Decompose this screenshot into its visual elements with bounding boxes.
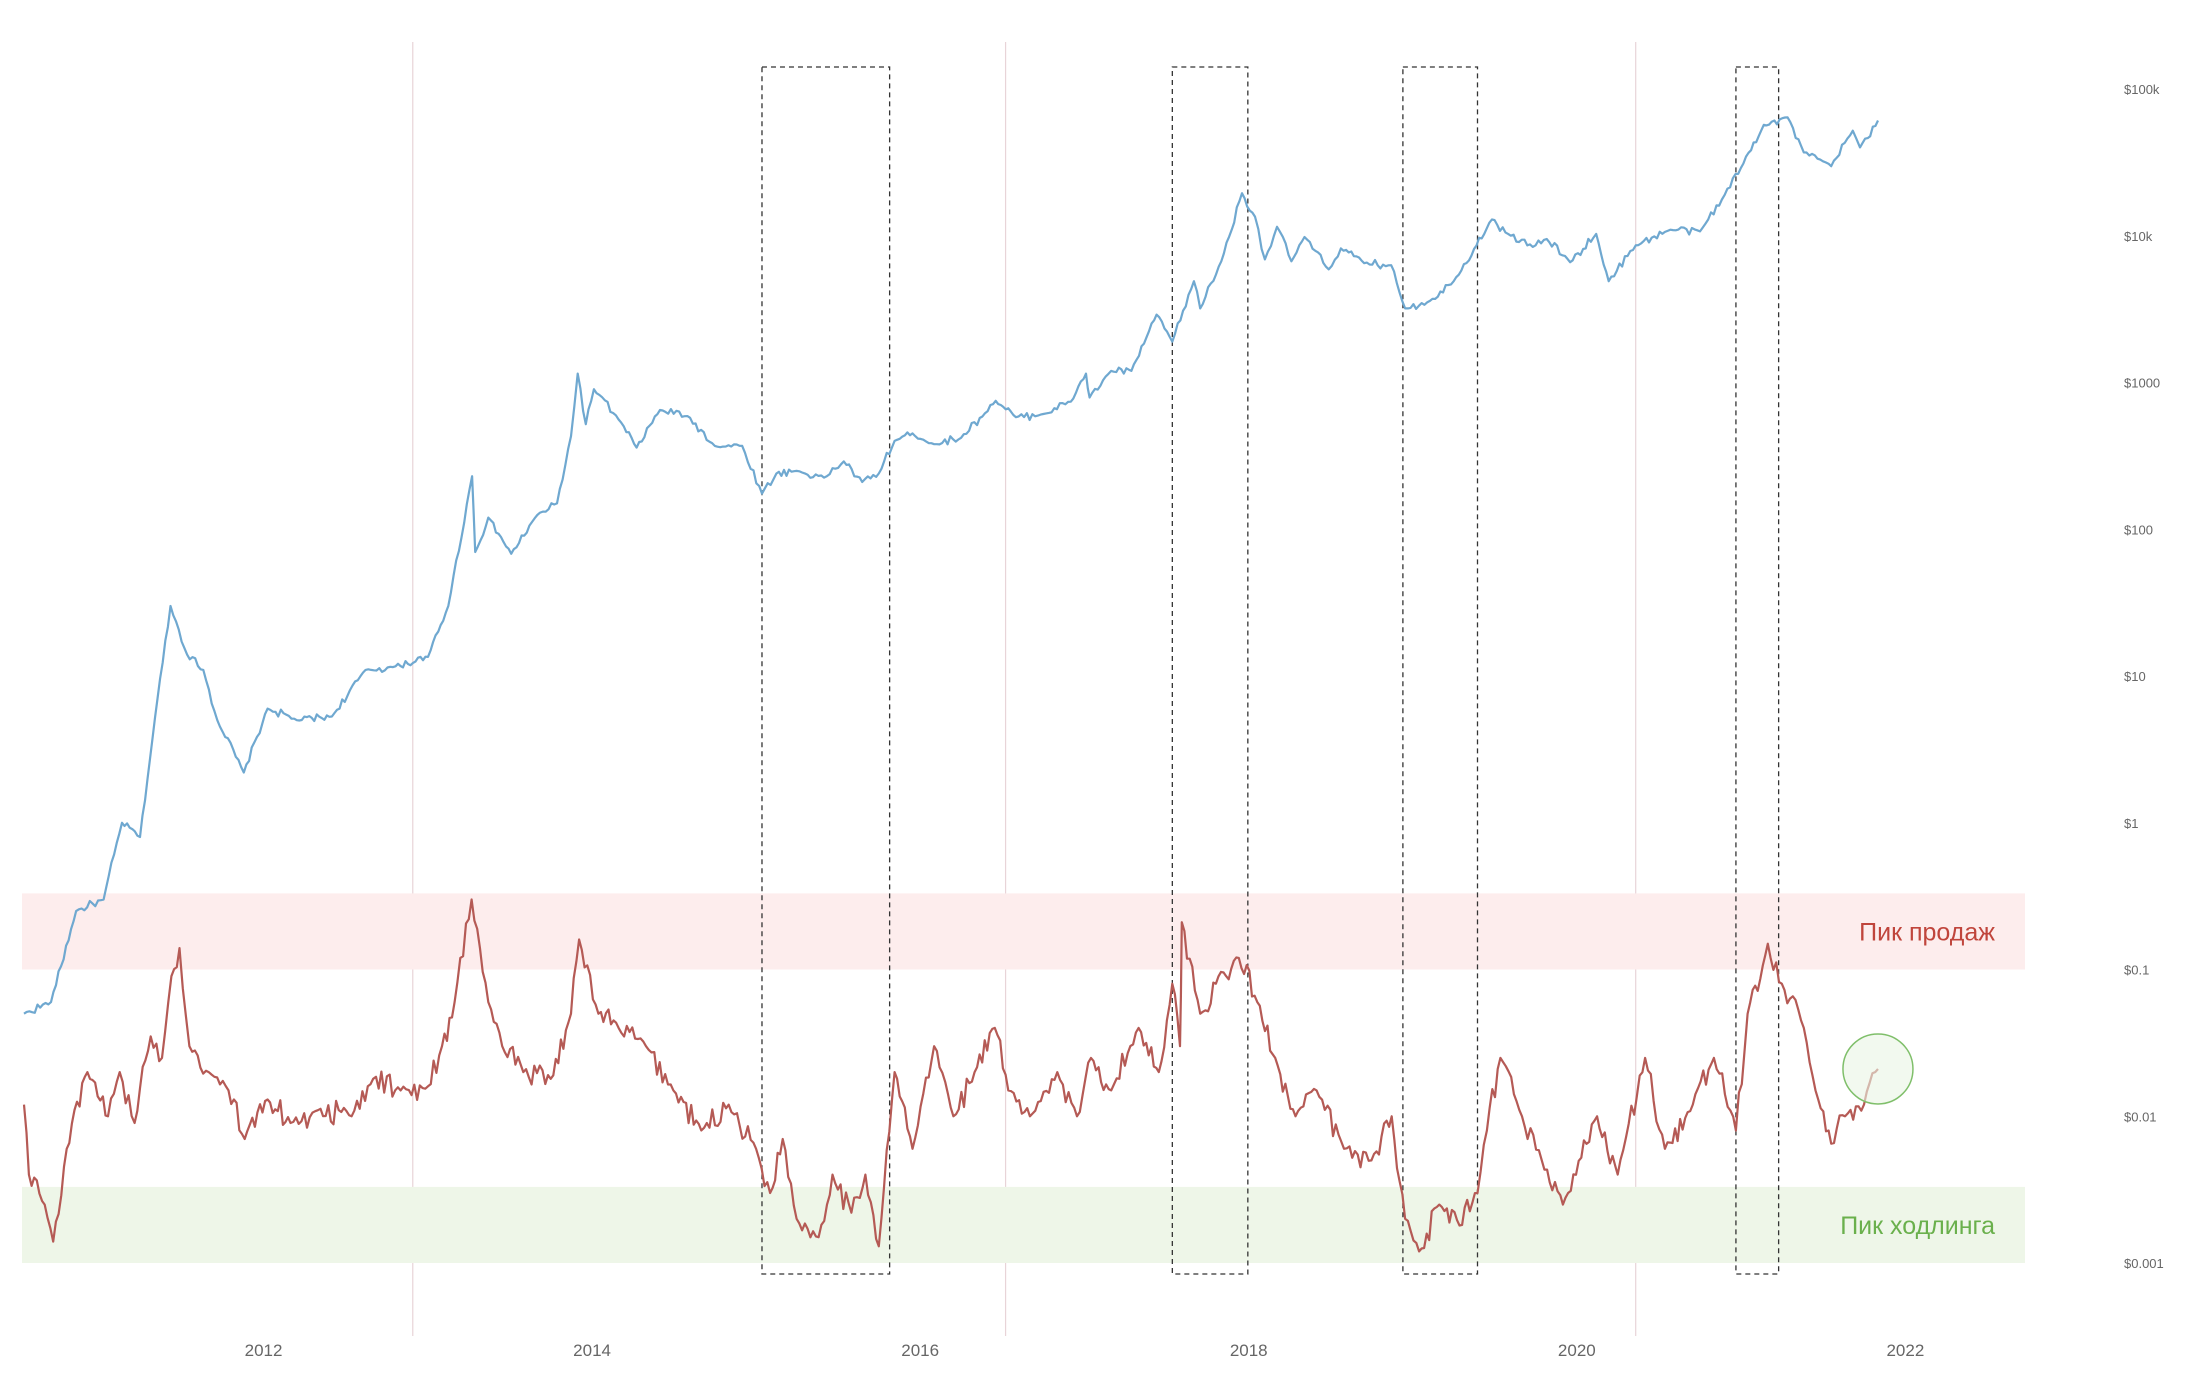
hodl-peak-zone-label: Пик ходлинга <box>1840 1212 1995 1240</box>
y-tick-label-9: $100k <box>2124 82 2160 97</box>
highlight-box-4 <box>1735 66 1780 1275</box>
x-axis: 2012 2014 2016 2018 2020 2022 <box>245 1341 1925 1360</box>
highlight-box-3 <box>1402 66 1479 1275</box>
y-tick-label-8: $10k <box>2124 229 2153 244</box>
current-marker <box>1842 1033 1914 1105</box>
y-axis: $0.001 $0.01 $0.1 $1 $10 $100 $1000 $10k $100k <box>2124 82 2164 1271</box>
sell-peak-zone <box>22 893 2025 970</box>
halving-lines <box>412 42 1637 1336</box>
current-value-marker <box>1842 1033 1914 1105</box>
x-tick-label-2020: 2020 <box>1558 1341 1596 1360</box>
price-series-line <box>23 116 1879 1015</box>
y-tick-label-2: $0.01 <box>2124 1109 2157 1124</box>
x-tick-label-2022: 2022 <box>1886 1341 1924 1360</box>
series-lines <box>22 116 1879 1253</box>
x-tick-label-2012: 2012 <box>245 1341 283 1360</box>
y-tick-label-3: $0.1 <box>2124 963 2149 978</box>
zones: Пик продаж Пик ходлинга <box>22 893 2025 1263</box>
y-tick-label-4: $1 <box>2124 816 2138 831</box>
y-tick-label-5: $10 <box>2124 669 2146 684</box>
hodl-peak-zone <box>22 1186 2025 1263</box>
sell-peak-zone-label: Пик продаж <box>1859 918 1995 946</box>
y-tick-label-1: $0.001 <box>2124 1256 2164 1271</box>
x-tick-label-2016: 2016 <box>901 1341 939 1360</box>
highlight-periods <box>761 66 1780 1275</box>
metric-series-line <box>22 898 1879 1253</box>
x-tick-label-2018: 2018 <box>1230 1341 1268 1360</box>
y-tick-label-6: $100 <box>2124 522 2153 537</box>
y-tick-label-7: $1000 <box>2124 376 2160 391</box>
x-tick-label-2014: 2014 <box>573 1341 611 1360</box>
highlight-box-2 <box>1171 66 1249 1275</box>
highlight-box-1 <box>761 66 891 1275</box>
